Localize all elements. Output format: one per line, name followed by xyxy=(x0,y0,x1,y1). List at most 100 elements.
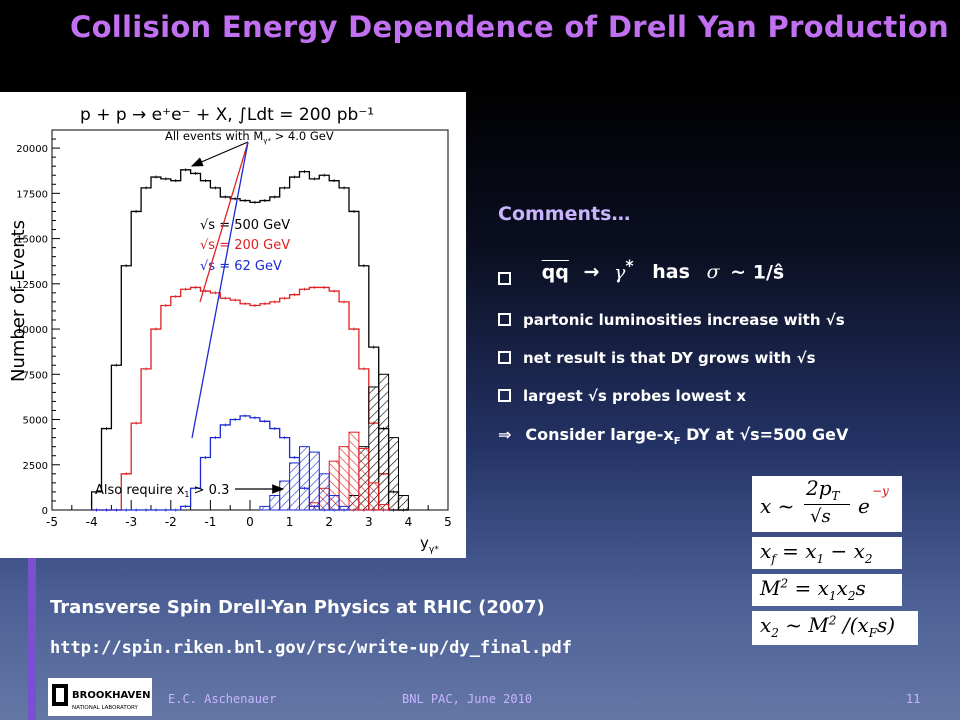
y-axis: 0 2500 5000 7500 10000 12500 15000 17500 20000 xyxy=(16,138,60,517)
arrow-red xyxy=(199,141,249,303)
y-tick-label: 10000 xyxy=(16,325,48,336)
hatched-bin xyxy=(338,446,350,511)
eq3: M2 = x1x2s xyxy=(760,576,866,603)
y-tick-label: 7500 xyxy=(23,370,48,381)
hatched-bin xyxy=(289,462,301,511)
logo-graphic: BROOKHAVEN NATIONAL LABORATORY xyxy=(52,684,150,711)
bullet-text: partonic luminosities increase with √s xyxy=(523,311,845,329)
bullet-formula: qq → γ* has σ ~ 1/ŝ xyxy=(498,256,785,286)
page-number: 11 xyxy=(906,692,921,706)
footer-event: BNL PAC, June 2010 xyxy=(402,692,533,706)
annotation-arrows xyxy=(190,141,285,494)
y-tick-label: 5000 xyxy=(23,416,48,427)
annotation-also-require: Also require x1 > 0.3 xyxy=(95,483,229,499)
series-outline xyxy=(91,286,409,511)
equation-box-4: x2 ~ M2 /(xFs) xyxy=(752,611,918,645)
x-tick-label: -4 xyxy=(86,515,98,529)
hatched-bin xyxy=(348,431,360,511)
x-tick-label: 0 xyxy=(246,515,254,529)
logo-text: BROOKHAVEN xyxy=(72,690,150,701)
y-tick-label: 2500 xyxy=(23,461,48,472)
eq1-exp: −y xyxy=(872,484,889,498)
hatched-bin xyxy=(269,495,281,511)
hatched-bin xyxy=(318,473,330,511)
equation-box-2: xf = x1 − x2 xyxy=(752,537,902,569)
brookhaven-logo: BROOKHAVEN NATIONAL LABORATORY xyxy=(48,678,152,716)
legend-entry-500: √s = 500 GeV xyxy=(200,218,290,233)
bullet-1: partonic luminosities increase with √s xyxy=(498,311,845,329)
eq2: xf = x1 − x2 xyxy=(760,539,873,566)
bullet-text: net result is that DY grows with √s xyxy=(523,349,816,367)
y-axis-label: Number of Events xyxy=(8,220,29,382)
x-tick-label: 1 xyxy=(286,515,294,529)
hatched-bin xyxy=(398,495,409,511)
chart-panel: p + p → e⁺e⁻ + X, ∫Ldt = 200 pb⁻¹ Number… xyxy=(0,92,466,558)
x-tick-label: -2 xyxy=(165,515,177,529)
hatched-bin xyxy=(259,505,271,511)
eq4: x2 ~ M2 /(xFs) xyxy=(760,613,896,640)
x-axis: -5 -4 -3 -2 -1 0 1 2 3 4 5 xyxy=(46,500,452,529)
hatched-bin xyxy=(378,504,390,511)
series-0 xyxy=(90,168,409,512)
bullet-implication: ⇒ Consider large-xF DY at √s=500 GeV xyxy=(498,425,848,447)
formula-star: * xyxy=(625,256,634,275)
slide-title: Collision Energy Dependence of Drell Yan… xyxy=(70,10,949,44)
legend-entry-200: √s = 200 GeV xyxy=(200,238,290,253)
footer-author: E.C. Aschenauer xyxy=(168,692,277,706)
bullet-3: largest √s probes lowest x xyxy=(498,387,746,405)
histogram-chart: p + p → e⁺e⁻ + X, ∫Ldt = 200 pb⁻¹ Number… xyxy=(8,105,452,555)
x-tick-label: 2 xyxy=(325,515,333,529)
x-axis-title: yγ* xyxy=(420,534,439,555)
equation-box-3: M2 = x1x2s xyxy=(752,574,902,606)
eq1-exp-base: e xyxy=(858,494,870,518)
formula-rhs: 1/ŝ xyxy=(752,261,785,284)
legend: √s = 500 GeV √s = 200 GeV √s = 62 GeV xyxy=(200,218,290,274)
y-tick-label: 0 xyxy=(42,506,48,517)
bullet-2: net result is that DY grows with √s xyxy=(498,349,816,367)
y-tick-label: 12500 xyxy=(16,280,48,291)
hatched-bin xyxy=(378,373,390,511)
series-5 xyxy=(259,446,350,511)
hatched-bin xyxy=(279,480,291,511)
x-tick-label: -3 xyxy=(125,515,137,529)
formula-has: has xyxy=(652,261,690,284)
implication-arrow: ⇒ xyxy=(498,425,512,444)
hatched-bin xyxy=(328,495,340,511)
x-tick-label: -1 xyxy=(204,515,216,529)
hatched-bin xyxy=(368,482,380,511)
arrow-black xyxy=(190,141,249,167)
series-outline xyxy=(90,169,409,511)
accent-bar xyxy=(28,558,36,720)
hatched-bin xyxy=(338,505,350,511)
y-axis-title: Number of Events xyxy=(8,220,29,382)
formula-gamma: γ xyxy=(614,261,626,284)
eq1-fraction-bar xyxy=(804,504,850,505)
eq1-num: 2pT xyxy=(806,476,840,503)
formula-tilde: ~ xyxy=(730,261,747,284)
x-tick-label: 5 xyxy=(444,515,452,529)
legend-entry-62: √s = 62 GeV xyxy=(200,259,282,274)
comments-heading: Comments… xyxy=(498,203,631,225)
formula-qq: qq xyxy=(541,261,569,284)
equation-box-1: x ~ 2pT √s e −y xyxy=(752,476,902,532)
arrow-blue xyxy=(191,141,249,439)
hatched-bin xyxy=(308,451,320,511)
reference-title: Transverse Spin Drell-Yan Physics at RHI… xyxy=(50,597,545,618)
implication-text-end: DY at √s=500 GeV xyxy=(680,425,849,444)
bullet-marker xyxy=(498,389,511,402)
y-tick-label: 15000 xyxy=(16,235,48,246)
eq1-lhs: x ~ xyxy=(760,494,795,518)
hatched-bin xyxy=(299,446,310,511)
y-tick-label: 17500 xyxy=(16,189,48,200)
x-tick-label: 3 xyxy=(365,515,373,529)
bullet-text: largest √s probes lowest x xyxy=(523,387,747,405)
eq1-den: √s xyxy=(810,506,831,527)
formula-arrow: → xyxy=(583,261,600,284)
histogram-series xyxy=(90,168,409,512)
implication-text: Consider large-x xyxy=(525,425,674,444)
reference-url[interactable]: http://spin.riken.bnl.gov/rsc/write-up/d… xyxy=(50,638,572,658)
bullet-marker xyxy=(498,351,511,364)
logo-subtext: NATIONAL LABORATORY xyxy=(72,705,139,711)
formula-sigma: σ xyxy=(706,261,720,284)
x-tick-label: 4 xyxy=(405,515,413,529)
